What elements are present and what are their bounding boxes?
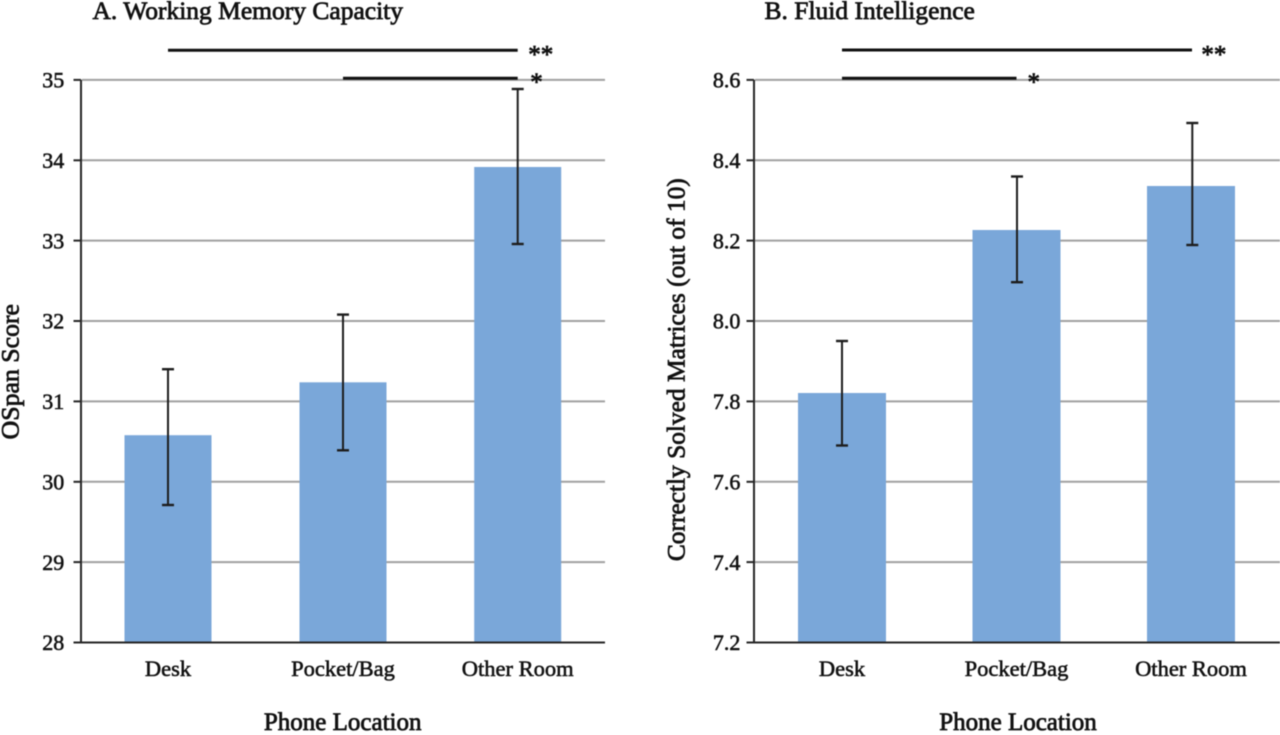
svg-text:Pocket/Bag: Pocket/Bag xyxy=(965,656,1069,681)
svg-text:Phone Location: Phone Location xyxy=(939,709,1097,735)
svg-text:A. Working Memory Capacity: A. Working Memory Capacity xyxy=(93,0,404,25)
svg-text:34: 34 xyxy=(42,148,64,173)
svg-text:Other Room: Other Room xyxy=(1135,656,1247,681)
svg-text:35: 35 xyxy=(42,68,64,93)
svg-text:Desk: Desk xyxy=(819,656,866,681)
svg-text:Correctly Solved Matrices (out: Correctly Solved Matrices (out of 10) xyxy=(663,178,691,561)
svg-text:Desk: Desk xyxy=(145,656,192,681)
svg-text:B. Fluid Intelligence: B. Fluid Intelligence xyxy=(765,0,975,25)
svg-text:31: 31 xyxy=(42,389,64,414)
svg-text:**: ** xyxy=(1201,41,1226,68)
svg-text:8.0: 8.0 xyxy=(713,309,741,334)
svg-text:OSpan Score: OSpan Score xyxy=(0,304,25,439)
svg-text:8.2: 8.2 xyxy=(713,228,741,253)
svg-text:*: * xyxy=(530,69,543,96)
svg-text:**: ** xyxy=(528,42,553,69)
svg-text:32: 32 xyxy=(42,309,64,334)
svg-text:*: * xyxy=(1027,69,1040,96)
svg-text:8.4: 8.4 xyxy=(713,148,741,173)
svg-text:33: 33 xyxy=(42,228,64,253)
svg-text:7.2: 7.2 xyxy=(713,630,741,655)
svg-text:8.6: 8.6 xyxy=(713,68,741,93)
svg-text:7.6: 7.6 xyxy=(713,470,741,495)
svg-text:Phone Location: Phone Location xyxy=(264,709,422,735)
svg-text:Pocket/Bag: Pocket/Bag xyxy=(291,656,395,681)
svg-text:7.8: 7.8 xyxy=(713,389,741,414)
svg-text:Other Room: Other Room xyxy=(462,656,574,681)
svg-text:7.4: 7.4 xyxy=(713,550,741,575)
svg-text:30: 30 xyxy=(42,470,64,495)
svg-text:29: 29 xyxy=(42,550,64,575)
svg-text:28: 28 xyxy=(42,630,64,655)
